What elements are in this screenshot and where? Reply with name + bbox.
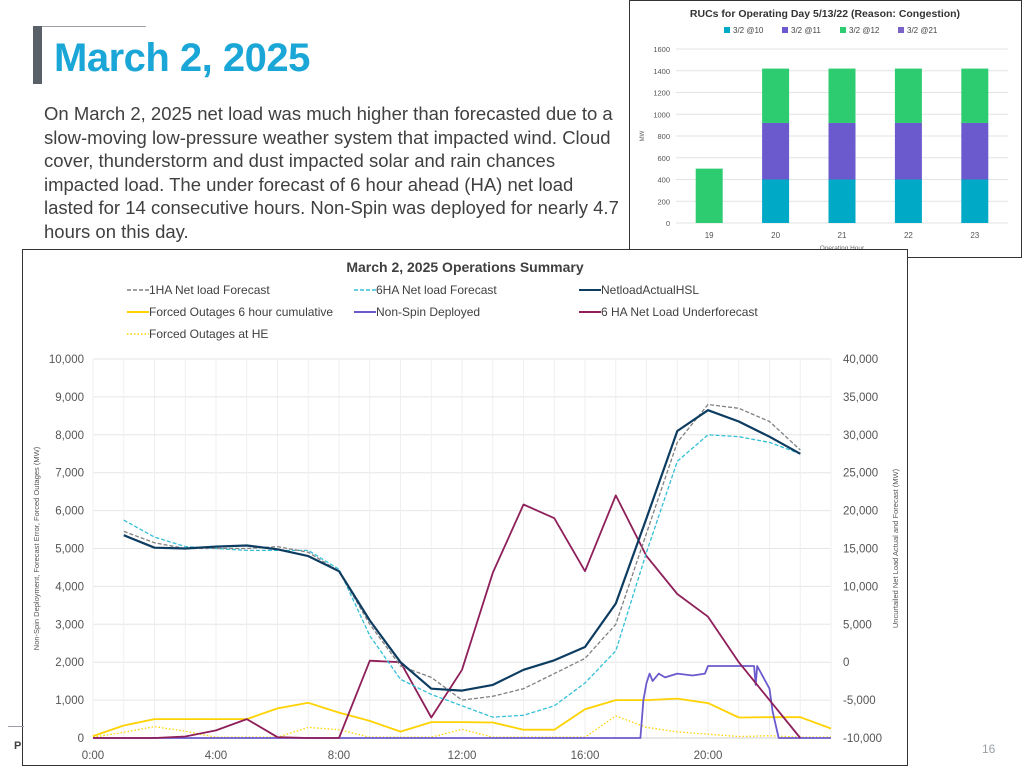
ruc-legend-swatch-4 — [898, 27, 904, 33]
ops-y2-tick-label: 15,000 — [843, 544, 878, 556]
ruc-bar-segment-3-2-11-20 — [762, 122, 790, 180]
ops-y2-tick-label: -10,000 — [843, 733, 882, 745]
ops-legend-label-1ha-net-load-forecast: 1HA Net load Forecast — [149, 283, 270, 297]
ops-series-line-1ha-net-load-forecast — [123, 403, 801, 701]
ruc-x-tick-label: 21 — [838, 231, 847, 240]
ops-y2-tick-label: 20,000 — [843, 506, 878, 518]
ruc-y-tick-label: 1200 — [653, 89, 670, 98]
ruc-chart: RUCs for Operating Day 5/13/22 (Reason: … — [640, 8, 1008, 252]
ops-y-tick-label: 10,000 — [49, 354, 84, 366]
ruc-y-tick-label: 800 — [657, 132, 670, 141]
ops-y-tick-label: 9,000 — [55, 392, 84, 404]
ruc-y-tick-label: 600 — [657, 154, 670, 163]
ruc-legend-label-4: 3/2 @21 — [907, 26, 938, 35]
ops-series-line-6ha-net-load-forecast — [123, 434, 801, 718]
footer-rule — [8, 726, 24, 727]
ops-x-tick-label: 0:00 — [82, 750, 104, 762]
ops-y-tick-label: 3,000 — [55, 619, 84, 631]
ops-series-line-non-spin-deployed — [93, 665, 831, 739]
ops-y2-axis-label: Uncurtailed Net Load Actual and Forecast… — [891, 468, 900, 628]
ops-legend-label-forced-outages-6-hour-cumulative: Forced Outages 6 hour cumulative — [149, 305, 333, 319]
ruc-bar-segment-3-2-10-20 — [762, 179, 790, 223]
ruc-chart-title: RUCs for Operating Day 5/13/22 (Reason: … — [690, 8, 960, 20]
ruc-x-tick-label: 23 — [970, 231, 979, 240]
ops-y2-tick-label: -5,000 — [843, 695, 876, 707]
ops-x-tick-label: 12:00 — [448, 750, 477, 762]
ruc-bar-segment-3-2-12-21 — [828, 68, 856, 123]
ruc-bar-segment-3-2-10-21 — [828, 179, 856, 223]
ops-y-axis-label: Non-Spin Deployment, Forecast Error, For… — [32, 446, 41, 650]
ops-y-tick-label: 5,000 — [55, 544, 84, 556]
ruc-y-axis-label: MW — [640, 130, 646, 141]
ruc-bar-segment-3-2-10-22 — [894, 179, 922, 223]
ops-x-tick-label: 20:00 — [694, 750, 723, 762]
ruc-y-tick-label: 400 — [657, 176, 670, 185]
operations-summary-panel: March 2, 2025 Operations Summary 1HA Net … — [22, 249, 908, 766]
ops-x-tick-label: 8:00 — [328, 750, 350, 762]
ruc-x-axis-label: Operating Hour — [820, 245, 865, 252]
ops-y2-tick-label: 40,000 — [843, 354, 878, 366]
slide-title: March 2, 2025 — [54, 36, 310, 80]
ruc-y-tick-label: 1000 — [653, 110, 670, 119]
ops-x-tick-label: 16:00 — [571, 750, 600, 762]
ops-x-tick-label: 4:00 — [205, 750, 227, 762]
ops-series-line-forced-outages-6-hour-cumulative — [92, 697, 832, 737]
ops-y-tick-label: 0 — [78, 733, 84, 745]
ops-y2-tick-label: 35,000 — [843, 392, 878, 404]
operations-summary-chart: March 2, 2025 Operations Summary 1HA Net … — [32, 259, 900, 762]
ruc-x-tick-label: 19 — [705, 231, 714, 240]
ruc-y-tick-label: 200 — [657, 197, 670, 206]
ruc-y-tick-label: 0 — [666, 219, 670, 228]
ops-y-tick-label: 7,000 — [55, 468, 84, 480]
slide-body-text: On March 2, 2025 net load was much highe… — [44, 103, 619, 242]
ruc-bar-segment-3-2-12-23 — [961, 68, 989, 123]
ops-series-line-forced-outages-at-he — [92, 715, 831, 738]
ops-y2-tick-label: 10,000 — [843, 581, 878, 593]
ops-y2-tick-label: 0 — [843, 657, 849, 669]
ops-legend-label-6-ha-net-load-underforecast: 6 HA Net Load Underforecast — [601, 305, 758, 319]
ops-y-tick-label: 1,000 — [55, 695, 84, 707]
ops-y-tick-label: 4,000 — [55, 581, 84, 593]
ops-y-tick-label: 6,000 — [55, 506, 84, 518]
ruc-bar-segment-3-2-11-21 — [828, 122, 856, 180]
ops-y-tick-label: 2,000 — [55, 657, 84, 669]
ops-legend-label-6ha-net-load-forecast: 6HA Net load Forecast — [376, 283, 497, 297]
ops-legend-label-non-spin-deployed: Non-Spin Deployed — [376, 305, 480, 319]
footer-logo-mark: P — [14, 740, 22, 752]
ops-y-tick-label: 8,000 — [55, 430, 84, 442]
ops-y2-tick-label: 25,000 — [843, 468, 878, 480]
ops-y2-tick-label: 5,000 — [843, 619, 872, 631]
ruc-legend-swatch-2 — [782, 27, 788, 33]
title-top-rule — [42, 26, 146, 27]
ruc-chart-panel: RUCs for Operating Day 5/13/22 (Reason: … — [629, 0, 1022, 258]
ruc-bar-segment-3-2-11-23 — [961, 122, 989, 180]
page-number: 16 — [982, 742, 996, 756]
ruc-bar-segment-3-2-12-20 — [762, 68, 790, 123]
ops-chart-title: March 2, 2025 Operations Summary — [346, 259, 584, 275]
ruc-bar-segment-3-2-12-19 — [695, 168, 723, 223]
ruc-bar-segment-3-2-11-22 — [894, 122, 922, 180]
ruc-legend-swatch-1 — [724, 27, 730, 33]
ruc-y-tick-label: 1600 — [653, 45, 670, 54]
ops-legend-label-forced-outages-at-he: Forced Outages at HE — [149, 327, 268, 341]
ops-series-line-6-ha-net-load-underforecast — [93, 494, 801, 739]
ruc-legend-swatch-3 — [840, 27, 846, 33]
ruc-x-tick-label: 22 — [904, 231, 913, 240]
ruc-bar-segment-3-2-12-22 — [894, 68, 922, 123]
ops-y2-tick-label: 30,000 — [843, 430, 878, 442]
ruc-y-tick-label: 1400 — [653, 67, 670, 76]
ruc-legend-label-2: 3/2 @11 — [791, 26, 821, 35]
ruc-legend-label-1: 3/2 @10 — [733, 26, 764, 35]
title-accent-bar — [33, 26, 42, 84]
ruc-legend-label-3: 3/2 @12 — [849, 26, 880, 35]
ops-series-line-netloadactualhsl — [123, 409, 801, 692]
ruc-bar-segment-3-2-10-23 — [961, 179, 989, 223]
ruc-x-tick-label: 20 — [771, 231, 780, 240]
ops-legend-label-netloadactualhsl: NetloadActualHSL — [601, 283, 699, 297]
